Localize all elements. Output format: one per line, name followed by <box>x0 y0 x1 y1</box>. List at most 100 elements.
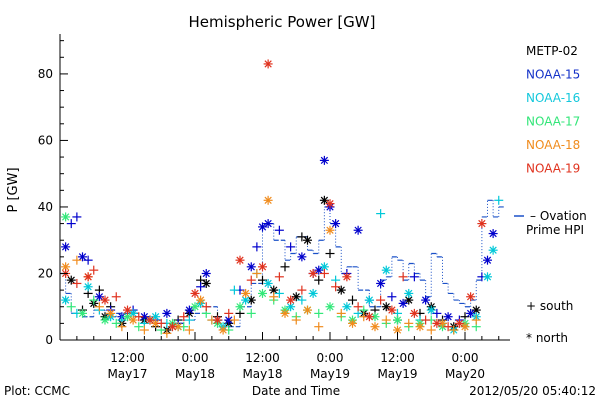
data-point <box>184 315 194 325</box>
data-point <box>139 325 149 335</box>
data-point <box>336 285 346 295</box>
data-point <box>111 292 121 302</box>
data-point <box>404 318 414 328</box>
legend: METP-02 NOAA-15 NOAA-16 NOAA-17 NOAA-18 NOAA-… <box>526 44 580 176</box>
data-point <box>393 315 402 325</box>
data-point <box>263 59 273 69</box>
y-tick-label: 20 <box>38 266 53 280</box>
data-point <box>61 242 71 252</box>
data-point <box>348 318 357 328</box>
chart-title: Hemispheric Power [GW] <box>189 13 376 31</box>
data-point <box>398 298 408 308</box>
data-point <box>263 278 273 288</box>
data-point <box>61 295 71 305</box>
data-point <box>449 325 459 335</box>
data-point <box>83 272 93 282</box>
data-point <box>319 155 329 165</box>
data-point <box>387 292 397 302</box>
y-tick-label: 40 <box>38 200 53 214</box>
data-point <box>483 272 492 282</box>
data-point <box>454 318 464 328</box>
data-point <box>325 302 335 312</box>
data-point <box>89 265 99 275</box>
data-point <box>184 325 194 335</box>
y-tick-label: 60 <box>38 133 53 147</box>
data-point <box>488 245 498 255</box>
data-point <box>325 225 335 235</box>
data-point <box>258 288 267 298</box>
x-tick-label-time: 12:00 <box>380 351 415 365</box>
legend-entry: NOAA-19 <box>526 162 580 176</box>
data-point <box>111 318 121 328</box>
data-point <box>179 312 189 322</box>
legend-entry: NOAA-17 <box>526 115 580 129</box>
data-point <box>201 302 211 312</box>
data-point <box>314 308 324 318</box>
legend-symbol-south: + south <box>526 299 573 313</box>
y-tick-label: 80 <box>38 67 53 81</box>
data-point <box>83 282 93 292</box>
legend-ovation-line2: Prime HPI <box>526 223 584 237</box>
data-point <box>190 288 200 298</box>
data-point <box>331 219 341 229</box>
data-point <box>201 268 211 278</box>
data-point <box>72 212 82 222</box>
data-point <box>156 318 166 328</box>
data-point <box>466 292 476 302</box>
legend-entry: NOAA-18 <box>526 138 580 152</box>
data-point <box>246 262 256 272</box>
data-point <box>246 275 256 285</box>
data-point <box>426 305 436 315</box>
x-tick-label-date: May18 <box>175 367 215 381</box>
data-point <box>134 322 144 332</box>
data-point <box>274 288 284 298</box>
data-point <box>494 195 504 205</box>
data-point <box>331 282 341 292</box>
data-point <box>325 199 335 209</box>
data-point <box>235 302 245 312</box>
data-point <box>117 322 127 332</box>
data-point <box>415 322 425 332</box>
data-point <box>83 255 93 265</box>
data-point <box>376 209 386 219</box>
data-point <box>263 219 273 229</box>
y-axis-label: P [GW] <box>6 167 21 212</box>
x-tick-label-date: May17 <box>107 367 147 381</box>
data-point <box>100 295 110 305</box>
data-point <box>342 302 352 312</box>
data-point <box>246 295 256 305</box>
x-tick-label-time: 0:00 <box>317 351 344 365</box>
data-point <box>286 295 296 305</box>
data-point <box>100 315 110 325</box>
x-tick-label-date: May19 <box>377 367 417 381</box>
data-point <box>286 242 296 252</box>
data-point <box>297 252 307 262</box>
data-point <box>308 268 318 278</box>
data-point <box>162 308 172 318</box>
data-point <box>342 272 352 282</box>
data-point <box>224 308 234 318</box>
data-point <box>72 255 82 265</box>
data-point <box>336 308 346 318</box>
data-point <box>432 318 442 328</box>
data-point <box>348 295 357 305</box>
data-point <box>364 312 374 322</box>
data-point <box>353 225 363 235</box>
data-point <box>258 262 267 272</box>
data-point <box>241 295 251 305</box>
data-point <box>370 322 380 332</box>
data-point <box>376 295 386 305</box>
plot-timestamp: 2012/05/20 05:40:12 <box>469 384 596 398</box>
data-point <box>66 219 76 229</box>
data-point <box>364 295 374 305</box>
data-point <box>488 229 498 239</box>
data-point <box>66 275 76 285</box>
data-point <box>218 325 228 335</box>
data-point <box>471 315 481 325</box>
data-point <box>291 315 301 325</box>
data-point <box>308 288 318 298</box>
x-tick-label-time: 12:00 <box>110 351 145 365</box>
data-point <box>483 255 492 265</box>
data-point <box>280 262 290 272</box>
data-point <box>303 235 312 245</box>
